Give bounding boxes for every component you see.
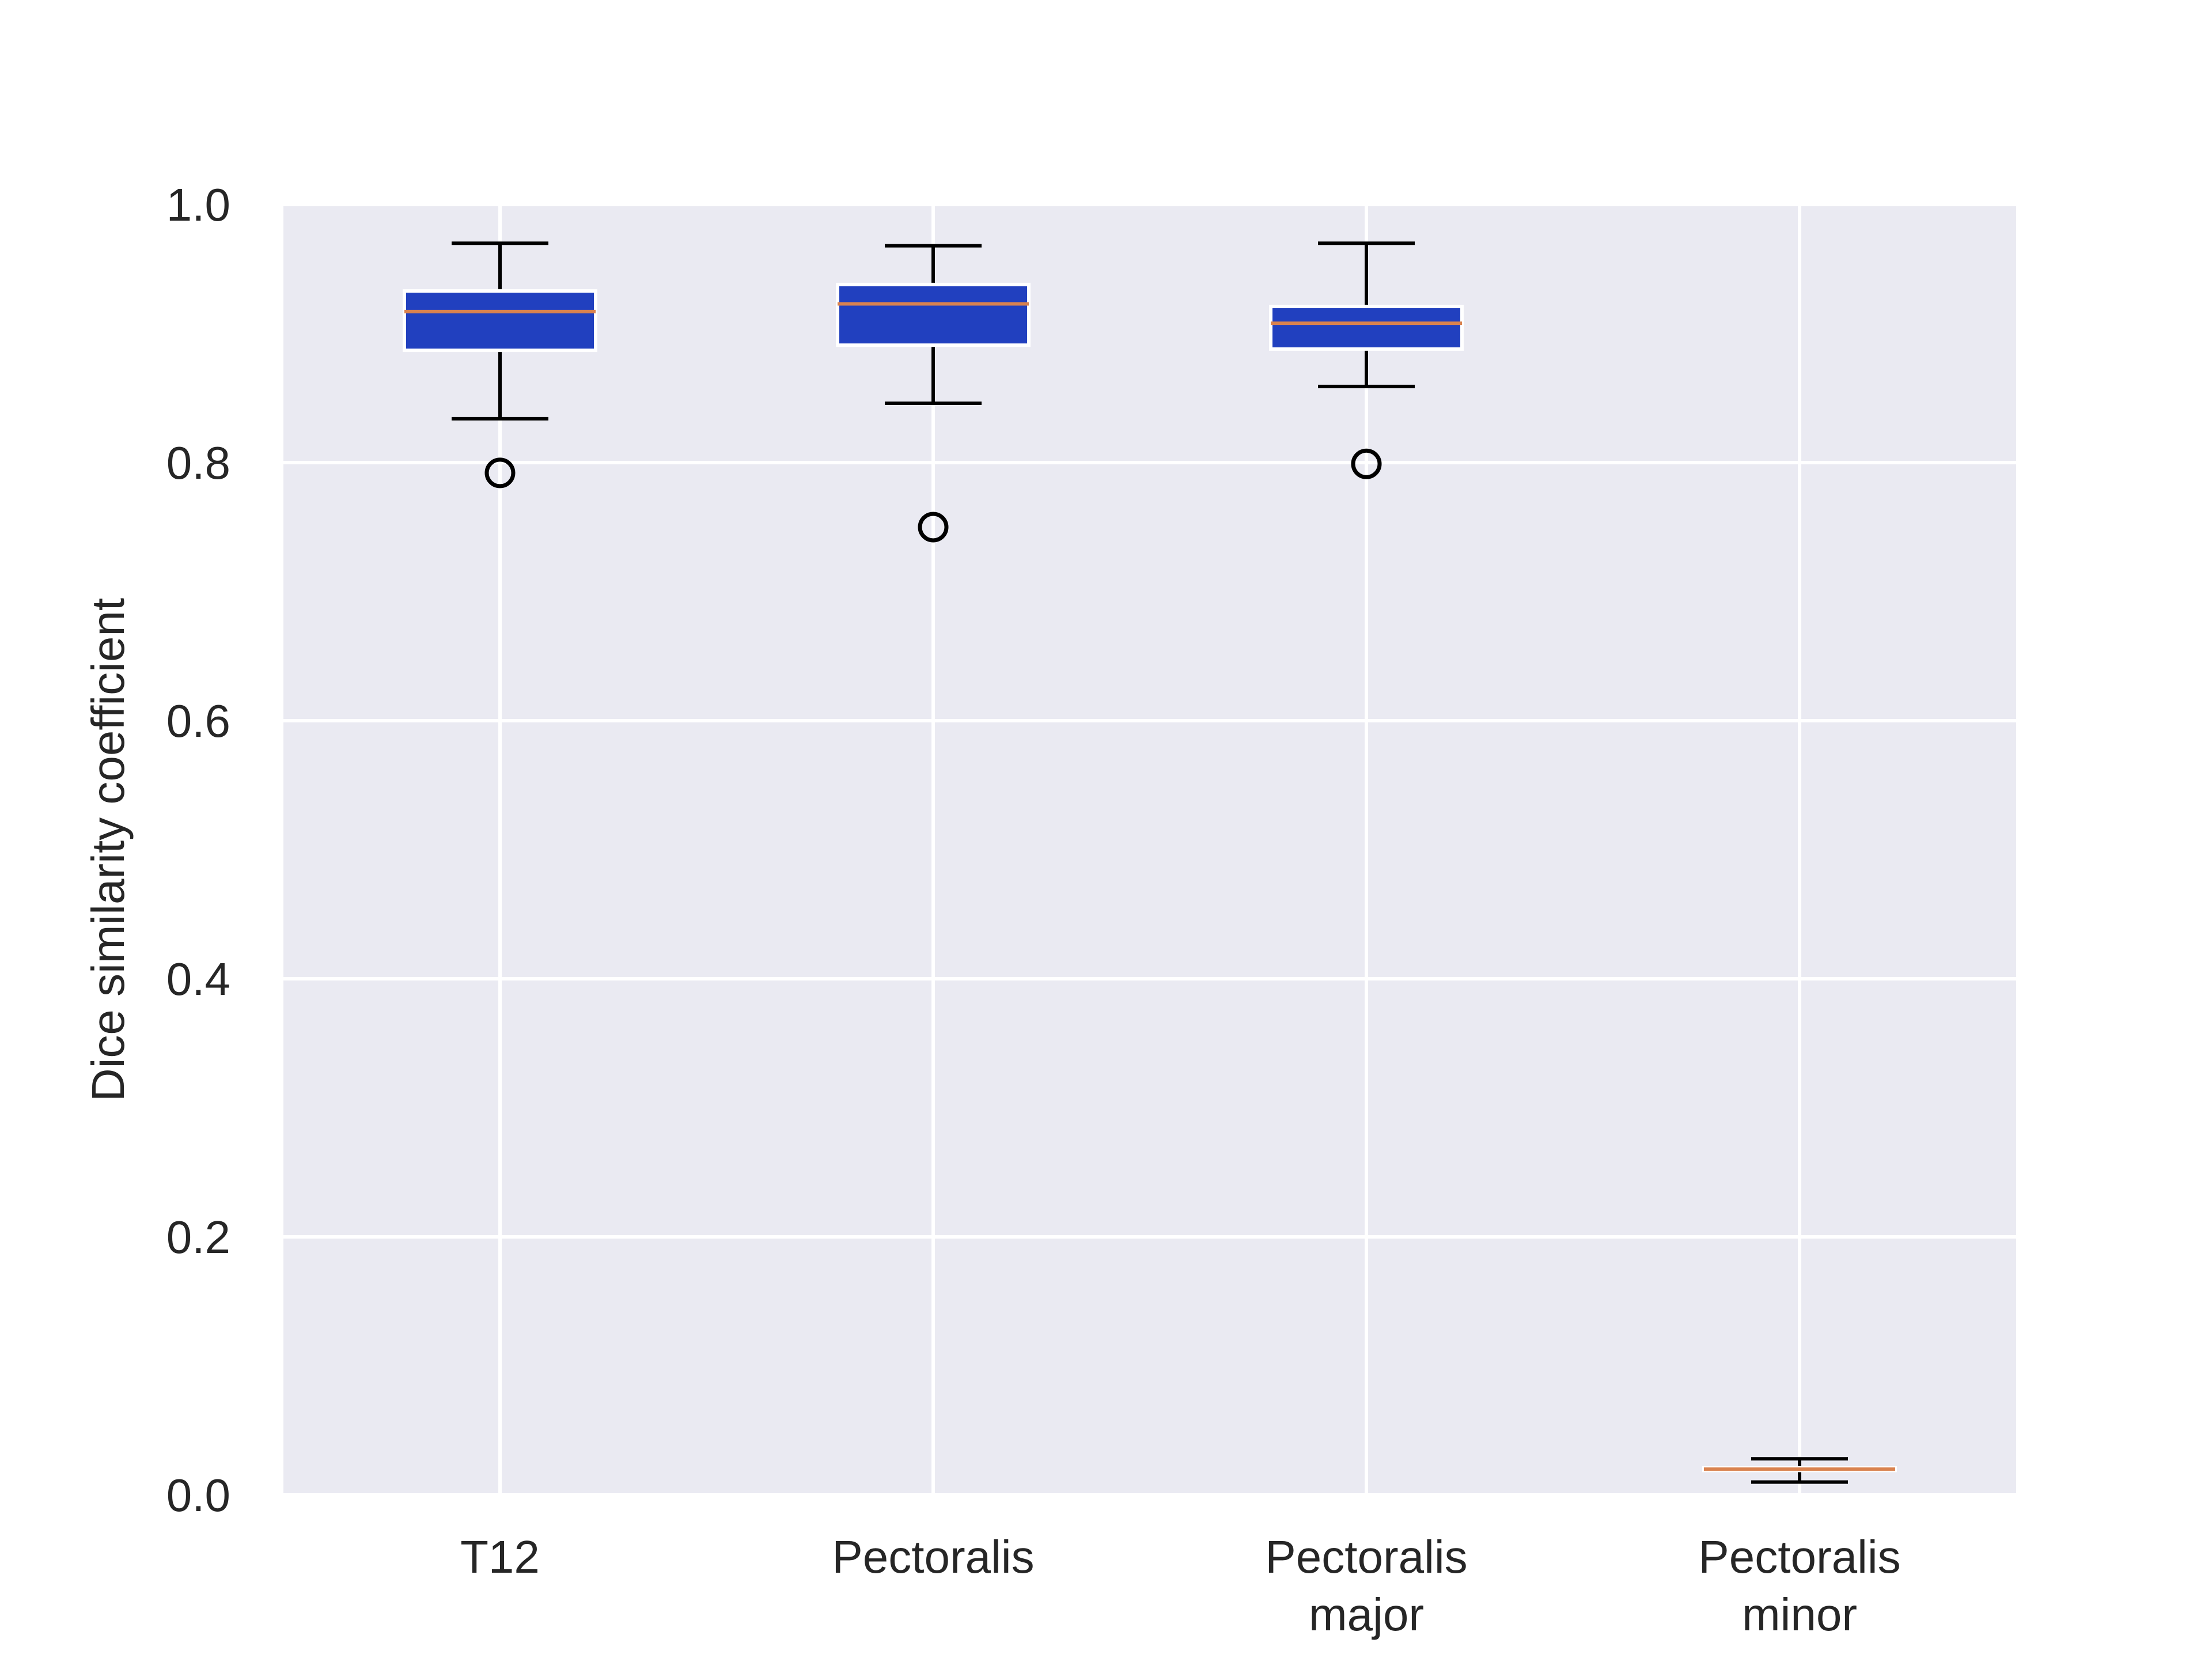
y-tick-label: 0.4 [166,953,230,1005]
x-tick-label-line: Pectoralis [1698,1531,1900,1583]
x-tick-labels: T12 Pectoralis Pectoralis major Pectoralis mi… [460,1531,1901,1640]
y-tick-label: 0.8 [166,437,230,489]
box-iqr [403,289,597,353]
x-tick-label-line: Pectoralis [832,1531,1034,1583]
outlier-point [484,457,516,489]
x-tick-label: T12 [460,1531,540,1583]
plot-area [283,205,2016,1495]
box-1 [836,244,1031,543]
y-tick-labels: 0.0 0.2 0.4 0.6 0.8 1.0 [166,179,230,1521]
box-iqr [836,282,1031,347]
box-layer [403,241,1897,1484]
y-tick-label: 0.6 [166,695,230,747]
y-axis-label: Dice similarity coefficient [82,598,134,1101]
box-2 [1269,241,1464,479]
y-tick-label: 0.2 [166,1212,230,1263]
box-0 [403,241,597,489]
x-tick-label: Pectoralis [832,1531,1034,1583]
x-tick-label: Pectoralis minor [1698,1531,1900,1640]
box-iqr [1269,304,1464,351]
x-tick-label-line: minor [1742,1589,1857,1640]
x-tick-label-line: major [1309,1589,1424,1640]
x-tick-label: Pectoralis major [1265,1531,1467,1640]
x-tick-label-line: Pectoralis [1265,1531,1467,1583]
y-tick-label: 1.0 [166,179,230,230]
outlier-point [1351,448,1382,479]
y-tick-label: 0.0 [166,1470,230,1521]
box-3 [1702,1457,1897,1484]
outlier-point [918,512,949,543]
x-tick-label-line: T12 [460,1531,540,1583]
